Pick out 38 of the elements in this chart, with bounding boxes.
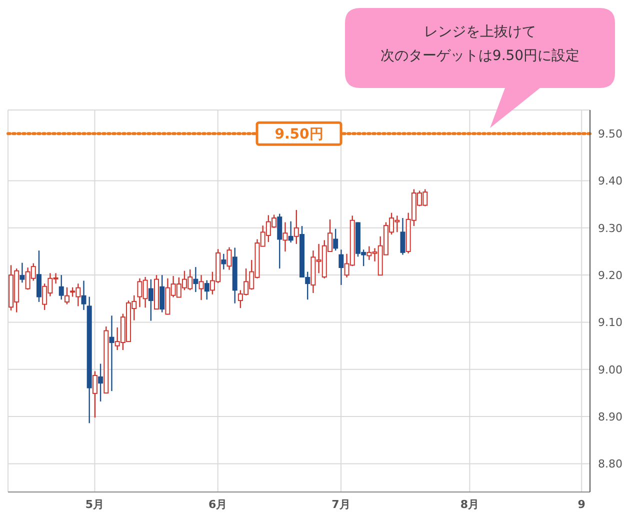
x-tick-label: 9 (578, 498, 586, 511)
candlestick (36, 250, 42, 303)
y-tick-label: 9.50 (598, 127, 622, 140)
candlestick (400, 217, 406, 256)
candlestick (226, 246, 232, 270)
y-tick-label: 9.20 (598, 268, 622, 282)
candlestick (92, 370, 98, 418)
candlestick (193, 266, 198, 293)
candlestick (198, 274, 204, 301)
candlestick (20, 262, 25, 284)
candlestick (333, 228, 338, 252)
text: 次のターゲットは9.50円に設定 (380, 48, 580, 64)
x-tick-label: 7月 (332, 498, 350, 511)
candlestick (221, 253, 226, 270)
y-tick-label: 8.90 (598, 410, 622, 424)
x-tick-label: 6月 (208, 498, 228, 511)
candlestick (282, 222, 288, 252)
candlestick (58, 274, 64, 300)
x-tick-label: 5月 (85, 498, 104, 511)
candlestick (294, 209, 299, 245)
candlestick (160, 274, 165, 313)
candlestick (277, 213, 282, 270)
y-tick-label: 9.40 (598, 174, 622, 188)
y-tick-label: 9.10 (598, 316, 622, 330)
candlestick (98, 363, 104, 402)
candlestick (64, 286, 70, 305)
candlestick (148, 278, 154, 322)
x-tick-label: 8月 (460, 498, 480, 511)
ref-line-label: 9.50円 (274, 126, 324, 143)
candlestick (81, 280, 86, 311)
text: レンジを上抜けて (424, 24, 536, 40)
y-tick-label: 8.80 (598, 458, 622, 471)
candlestick (204, 280, 210, 300)
candlestick (109, 315, 114, 392)
y-tick-label: 9.00 (598, 363, 622, 376)
candlestick (288, 220, 294, 244)
candlestick (338, 248, 344, 286)
y-tick-label: 9.30 (598, 222, 622, 235)
